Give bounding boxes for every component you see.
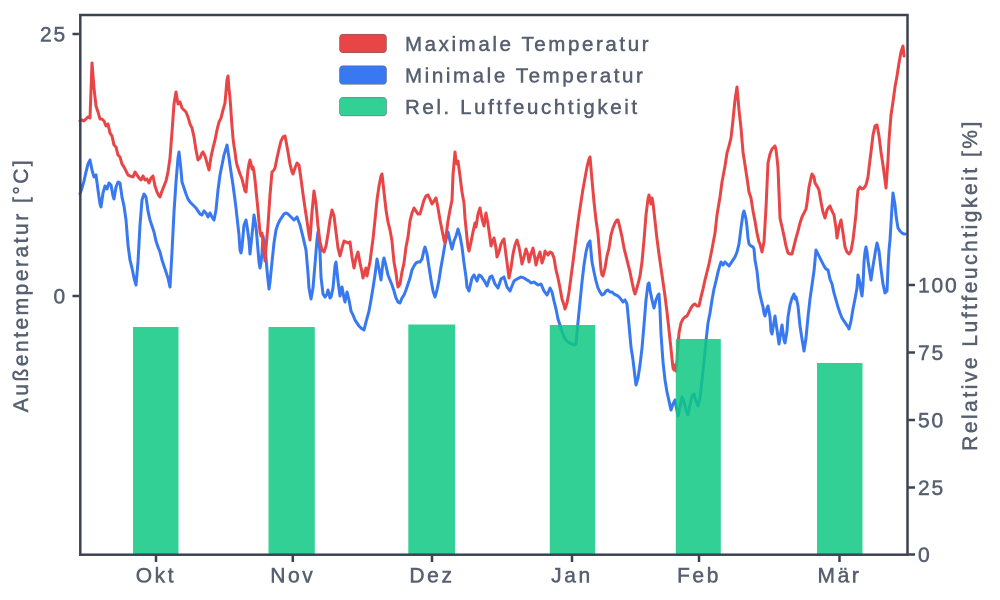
svg-text:Jan: Jan: [551, 565, 593, 588]
svg-text:100: 100: [918, 275, 958, 298]
svg-text:Relative Luftfeuchtigkeit [%]: Relative Luftfeuchtigkeit [%]: [959, 119, 982, 451]
svg-text:0: 0: [54, 286, 67, 309]
svg-text:25: 25: [40, 24, 67, 47]
svg-text:Feb: Feb: [677, 565, 721, 588]
svg-text:Mär: Mär: [818, 565, 862, 588]
svg-text:Dez: Dez: [409, 565, 454, 588]
svg-text:0: 0: [918, 544, 931, 567]
svg-text:75: 75: [918, 342, 945, 365]
svg-text:Okt: Okt: [136, 565, 176, 588]
svg-text:Rel. Luftfeuchtigkeit: Rel. Luftfeuchtigkeit: [405, 96, 640, 119]
svg-text:Nov: Nov: [270, 565, 315, 588]
svg-text:25: 25: [918, 477, 945, 500]
svg-text:Außentemperatur [°C]: Außentemperatur [°C]: [10, 158, 33, 412]
svg-text:Maximale Temperatur: Maximale Temperatur: [405, 33, 651, 56]
svg-text:50: 50: [918, 410, 945, 433]
svg-text:Minimale Temperatur: Minimale Temperatur: [405, 64, 645, 87]
